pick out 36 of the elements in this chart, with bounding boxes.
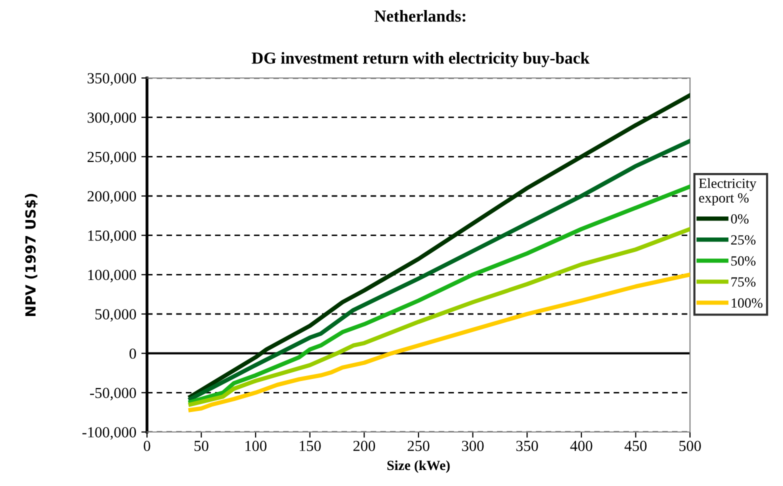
line-series [188,138,690,402]
x-tick-label: 450 [624,440,647,452]
x-tick-label: 500 [679,440,701,452]
x-tick-label: 250 [408,440,430,452]
y-axis-title: NPV (1997 US$) [24,194,38,316]
y-tick-label: 150,000 [88,230,136,243]
y-tick-label: 250,000 [88,152,136,164]
y-tick-label: 300,000 [88,112,136,125]
x-axis-title: Size (kWe) [387,460,450,473]
x-tick-label: 200 [353,440,376,452]
chart-title: Netherlands: [374,10,466,22]
y-tick-label: 100,000 [88,270,136,282]
line-series [188,272,690,412]
legend-title: Electricity export % [698,178,756,206]
y-tick-label: 200,000 [88,191,136,204]
line-series [188,93,690,399]
legend-label: 50% [731,256,756,266]
y-tick-label: -50,000 [90,388,136,400]
y-tick-label: 0 [130,348,136,359]
chart-subtitle: DG investment return with electricity buy-back [252,52,590,68]
legend-label: 75% [731,277,756,287]
legend-label: 25% [731,235,756,245]
x-tick-label: 150 [300,440,321,452]
x-tick-label: 0 [144,440,150,452]
legend-label: 0% [731,214,749,224]
x-tick-label: 50 [194,440,208,452]
y-tick-label: -100,000 [82,427,136,440]
legend-label: 100% [732,298,762,308]
x-tick-label: 400 [570,440,592,452]
y-tick-label: 50,000 [95,309,136,322]
y-tick-label: 350,000 [88,73,136,86]
x-tick-label: 350 [516,440,538,452]
line-series [188,226,690,407]
line-series [188,184,690,404]
x-tick-label: 100 [245,440,266,452]
x-tick-label: 300 [462,440,484,452]
